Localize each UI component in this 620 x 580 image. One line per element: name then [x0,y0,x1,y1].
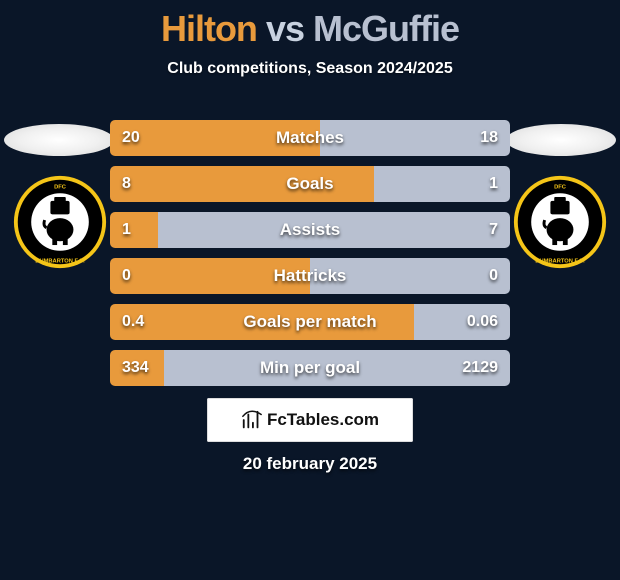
crest-icon: DFC DUMBARTON F.C. [512,174,608,270]
fctables-logo-icon [241,409,263,431]
stat-label: Goals [110,166,510,202]
stat-row: 2018Matches [110,120,510,156]
stat-label: Min per goal [110,350,510,386]
player2-avatar-placeholder [506,124,616,156]
stat-row: 3342129Min per goal [110,350,510,386]
attribution-badge[interactable]: FcTables.com [207,398,413,442]
svg-text:DUMBARTON F.C.: DUMBARTON F.C. [35,258,85,264]
stat-label: Goals per match [110,304,510,340]
attribution-text: FcTables.com [267,410,379,430]
stat-label: Matches [110,120,510,156]
stat-label: Hattricks [110,258,510,294]
svg-text:DUMBARTON F.C.: DUMBARTON F.C. [535,258,585,264]
stat-label: Assists [110,212,510,248]
svg-text:DFC: DFC [554,184,566,190]
player1-name: Hilton [161,8,257,49]
crest-icon: DFC DUMBARTON F.C. [12,174,108,270]
stat-row: 00Hattricks [110,258,510,294]
svg-text:DFC: DFC [54,184,66,190]
stat-row: 81Goals [110,166,510,202]
stats-area: 2018Matches 81Goals 17Assists 00Hattricks 0.… [110,120,510,396]
subtitle: Club competitions, Season 2024/2025 [0,60,620,78]
player1-avatar-placeholder [4,124,114,156]
infographic-root: Hilton vs McGuffie Club competitions, Se… [0,0,620,580]
player2-name: McGuffie [313,8,459,49]
player2-club-crest: DFC DUMBARTON F.C. [512,174,608,270]
vs-text: vs [266,8,304,49]
date-text: 20 february 2025 [0,454,620,474]
stat-row: 17Assists [110,212,510,248]
page-title: Hilton vs McGuffie [0,0,620,50]
stat-row: 0.40.06Goals per match [110,304,510,340]
player1-club-crest: DFC DUMBARTON F.C. [12,174,108,270]
